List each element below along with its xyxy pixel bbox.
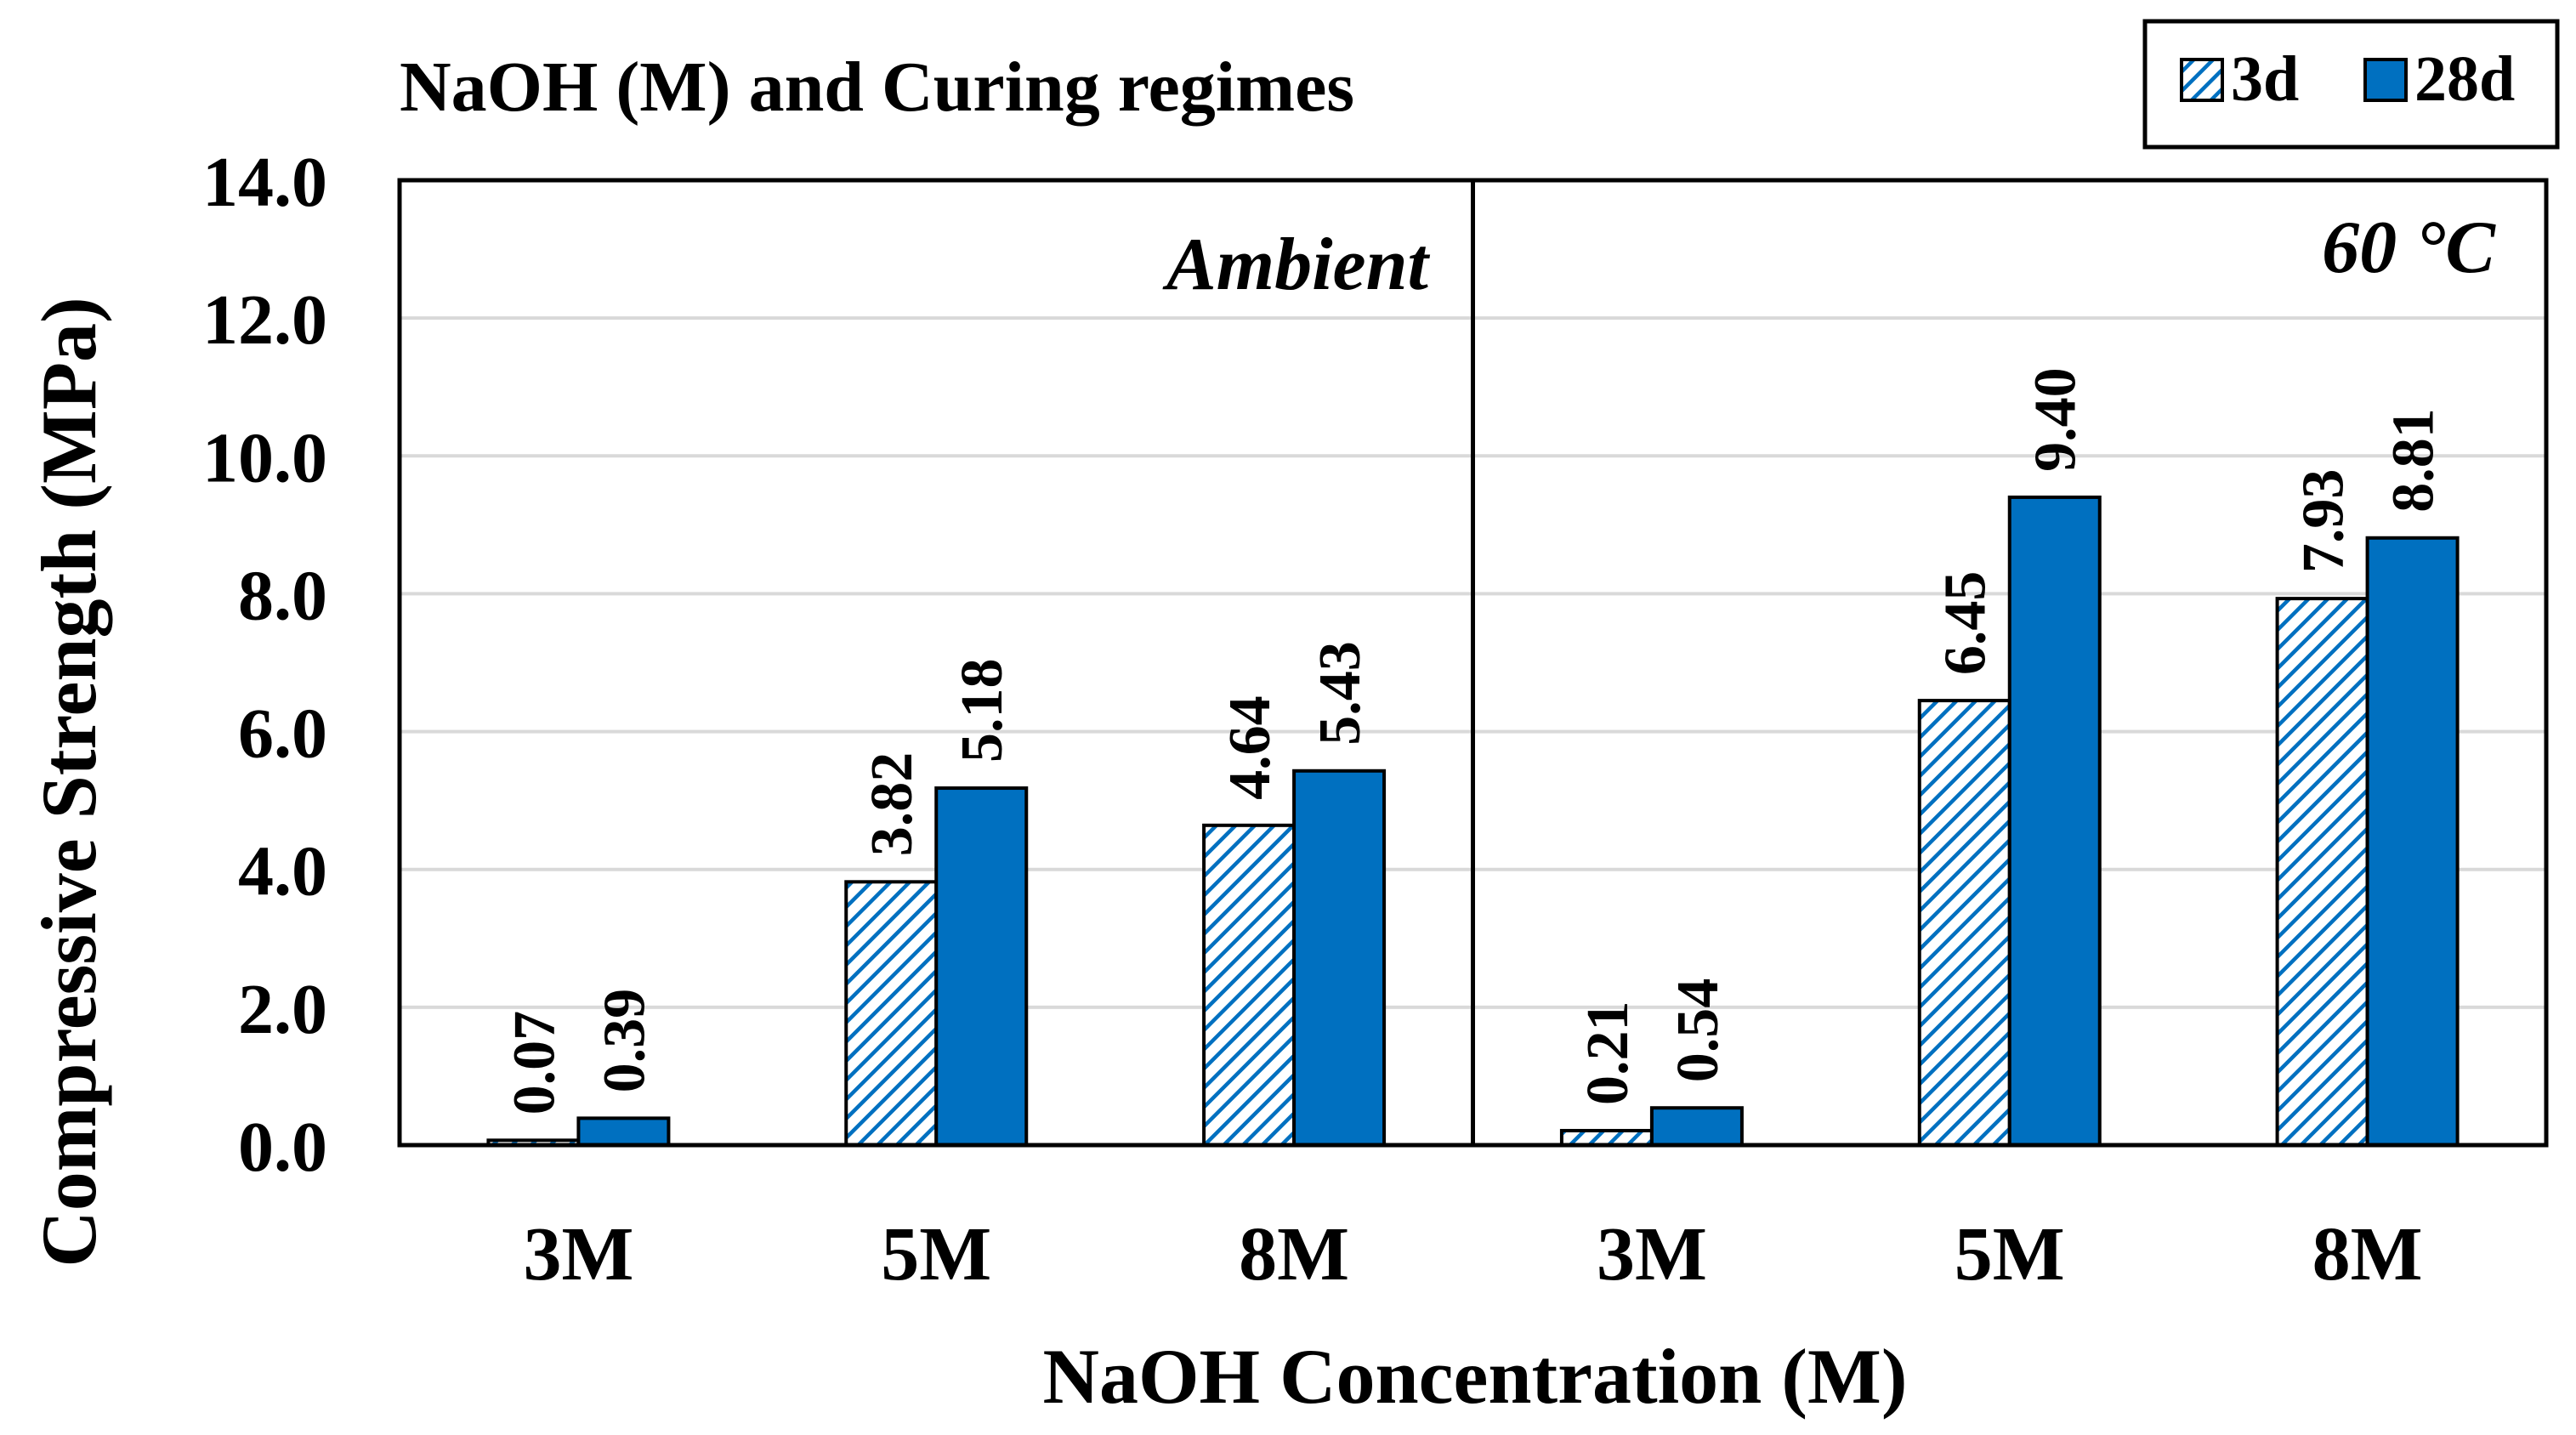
y-tick-label: 14.0 — [202, 143, 327, 222]
bar-3d-8m-group0 — [1202, 823, 1297, 1147]
legend: 3d 28d — [2142, 19, 2560, 150]
legend-box — [2142, 19, 2560, 150]
bar-28d-5m-group1 — [2007, 495, 2102, 1147]
bar-3d-5m-group0 — [844, 880, 939, 1147]
data-label: 6.45 — [1933, 571, 1999, 676]
bar-3d-3m-group1 — [1559, 1128, 1654, 1147]
bar-3d-5m-group1 — [1917, 699, 2011, 1147]
x-tick-label: 5M — [881, 1212, 991, 1296]
data-label: 0.54 — [1665, 978, 1731, 1082]
bar-28d-3m-group0 — [576, 1116, 671, 1148]
data-label: 7.93 — [2291, 469, 2357, 574]
legend-label-28d: 28d — [2414, 43, 2515, 115]
x-tick-label: 5M — [1955, 1212, 2065, 1296]
y-tick-label: 12.0 — [202, 281, 327, 360]
axes — [397, 178, 2549, 1148]
data-label: 5.18 — [950, 659, 1015, 763]
y-tick-label: 6.0 — [238, 695, 327, 774]
x-tick-label: 8M — [2312, 1212, 2423, 1296]
y-tick-label: 8.0 — [238, 556, 327, 635]
data-label: 3.82 — [860, 752, 925, 857]
x-tick-label: 8M — [1239, 1212, 1349, 1296]
y-tick-label: 2.0 — [238, 970, 327, 1049]
labels: 0.0 2.0 4.0 6.0 8.0 10.0 12.0 14.0 0.07 0.39 3M 3.8… — [202, 143, 2447, 1296]
data-label: 8.81 — [2381, 408, 2447, 513]
group-label-ambient: Ambient — [1162, 224, 1431, 306]
y-tick-label: 4.0 — [238, 832, 327, 911]
y-axis-label: Compressive Strength (MPa) — [26, 297, 112, 1267]
legend-swatch-3d — [2180, 58, 2224, 102]
y-tick-label: 10.0 — [202, 418, 327, 497]
bar-3d-8m-group1 — [2275, 597, 2369, 1147]
data-label: 0.39 — [592, 989, 657, 1093]
data-label: 4.64 — [1217, 695, 1283, 800]
legend-swatch-28d — [2363, 58, 2408, 102]
data-label: 9.40 — [2023, 367, 2089, 472]
chart-title: NaOH (M) and Curing regimes — [400, 48, 1354, 127]
bar-28d-3m-group1 — [1649, 1106, 1744, 1148]
data-label: 5.43 — [1308, 641, 1373, 746]
x-tick-label: 3M — [1597, 1212, 1707, 1296]
group-label-60c: 60 °C — [2322, 207, 2496, 289]
bar-28d-8m-group0 — [1292, 769, 1387, 1148]
data-label: 0.07 — [502, 1011, 567, 1115]
x-tick-label: 3M — [523, 1212, 633, 1296]
data-label: 0.21 — [1575, 1001, 1641, 1105]
x-axis-label: NaOH Concentration (M) — [1043, 1333, 1908, 1420]
bars — [486, 495, 2460, 1148]
legend-label-3d: 3d — [2231, 43, 2299, 115]
bar-28d-5m-group0 — [934, 786, 1029, 1147]
bar-28d-8m-group1 — [2365, 536, 2460, 1147]
y-tick-label: 0.0 — [238, 1108, 327, 1187]
